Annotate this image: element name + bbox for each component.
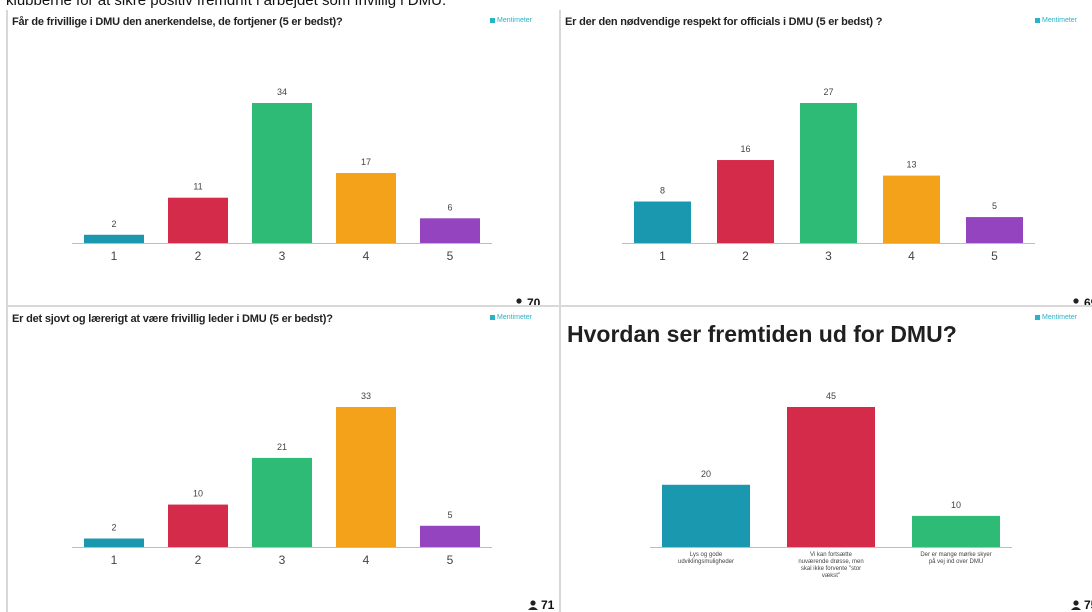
chart-panel-respect: Er der den nødvendige respekt for offici… [561,10,1092,305]
chart-panel-recognition: Får de frivillige i DMU den anerkendelse… [8,10,559,305]
mentimeter-logo: Mentimeter [1035,314,1077,321]
bar [336,407,396,547]
category-label: vækst" [822,573,840,579]
chart-title: Er der den nødvendige respekt for offici… [565,16,883,28]
response-count: 71 [528,598,554,612]
category-label: 5 [447,553,454,567]
panel-divider [6,10,8,612]
bar-chart: 8 1 16 2 27 3 13 4 5 5 [622,87,1035,263]
person-icon [514,297,524,305]
data-label: 34 [277,87,287,97]
bar [168,504,228,547]
data-label: 21 [277,442,287,452]
category-label: 1 [659,249,666,263]
category-label: nuværende drøsse, men [798,559,863,565]
person-icon [528,599,538,612]
bar [420,525,480,547]
mentimeter-logo: Mentimeter [490,17,532,24]
response-count: 69 [1071,296,1092,305]
category-label: 2 [742,249,749,263]
bar [787,407,875,547]
document-text-line: klubberne for at sikre positiv fremdrift… [6,0,447,9]
category-label: 4 [363,553,370,567]
category-label: 5 [991,249,998,263]
data-label: 17 [361,157,371,167]
bar [912,515,1000,547]
data-label: 5 [992,201,997,211]
data-label: 20 [701,469,711,479]
category-label: 1 [111,553,118,567]
chart-title: Hvordan ser fremtiden ud for DMU? [567,321,957,347]
panel-divider [559,10,561,612]
bar [336,173,396,243]
bar [252,457,312,547]
response-count: 70 [514,296,540,305]
person-icon [1071,297,1081,305]
category-label: 4 [908,249,915,263]
chart-title: Er det sjovt og lærerigt at være frivill… [12,313,333,325]
data-label: 16 [740,144,750,154]
chart-panel-fun: Er det sjovt og lærerigt at være frivill… [8,307,559,612]
category-label: 4 [363,249,370,263]
bar [252,103,312,243]
bar [800,103,857,243]
data-label: 2 [111,219,116,229]
data-label: 2 [111,523,116,533]
data-label: 13 [906,160,916,170]
bar [662,484,750,547]
data-label: 10 [951,500,961,510]
category-label: 5 [447,249,454,263]
category-label: skal ikke forvente "stor [801,566,861,572]
data-label: 45 [826,391,836,401]
bar [84,538,144,547]
bar [883,175,940,243]
category-label: 3 [825,249,832,263]
category-label: 2 [195,553,202,567]
category-label: Der er mange mørke skyer [920,552,991,558]
data-label: 6 [447,202,452,212]
category-label: 3 [279,553,286,567]
category-label: 3 [279,249,286,263]
data-label: 5 [447,510,452,520]
bar [634,201,691,243]
category-label: på vej ind over DMU [929,558,983,565]
bar [420,218,480,243]
chart-panel-future: Hvordan ser fremtiden ud for DMU? Mentim… [561,307,1092,612]
data-label: 33 [361,391,371,401]
category-label: 2 [195,249,202,263]
mentimeter-logo: Mentimeter [490,314,532,321]
category-label: Vi kan fortsætte [810,552,853,558]
bar [717,160,774,243]
data-label: 27 [823,87,833,97]
data-label: 11 [193,182,202,192]
bar [966,217,1023,243]
category-label: 1 [111,249,118,263]
data-label: 8 [660,186,665,196]
bar [84,234,144,243]
data-label: 10 [193,489,203,499]
response-count: 75 [1071,598,1092,612]
category-label: udviklingsmuligheder [678,559,734,565]
category-label: Lys og gode [690,552,723,558]
panel-divider [8,305,1092,307]
mentimeter-logo: Mentimeter [1035,17,1077,24]
chart-title: Får de frivillige i DMU den anerkendelse… [12,16,343,28]
person-icon [1071,599,1081,612]
bar [168,197,228,243]
